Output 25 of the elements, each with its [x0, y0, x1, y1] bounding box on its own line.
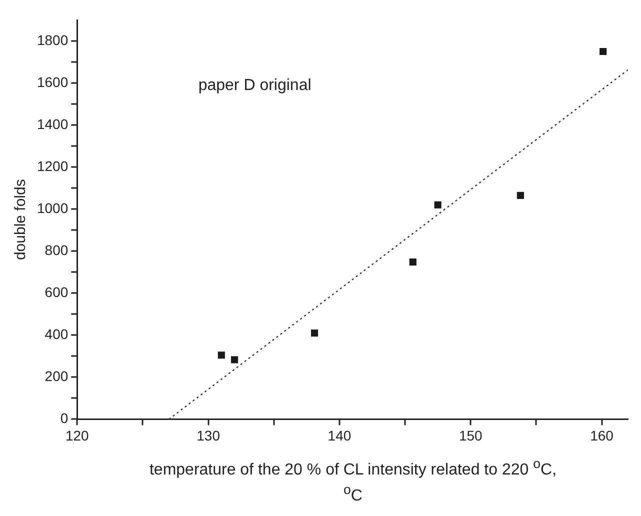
y-tick-label: 1800 [36, 32, 68, 48]
y-tick-label: 1400 [36, 116, 68, 132]
y-tick-label: 1000 [36, 200, 68, 216]
text: temperature of the 20 % of CL intensity related to 220 $^{o}$C, $^{o}$C [149, 456, 557, 505]
x-tick-label: 160 [590, 427, 614, 444]
y-tick-label: 1600 [36, 74, 68, 90]
point [311, 330, 318, 337]
point [434, 201, 442, 208]
point [230, 356, 238, 364]
point [409, 258, 416, 266]
y-tick-label: 600 [44, 284, 68, 300]
y-tick-label: 800 [44, 242, 68, 258]
y-tick-label: 400 [44, 326, 68, 342]
y-axis-title: double folds [12, 179, 30, 260]
point [516, 192, 524, 199]
point [600, 48, 607, 56]
x-tick-label: 150 [458, 427, 483, 444]
y-tick-label: 0 [60, 410, 68, 426]
x-tick-label: 120 [65, 427, 90, 444]
x-tick-label: 140 [328, 427, 352, 444]
point [218, 352, 225, 359]
x-tick-label: 130 [196, 427, 220, 444]
annotation: paper D original [198, 77, 312, 94]
y-tick-label: 200 [44, 368, 68, 384]
y-tick-label: 1200 [36, 158, 68, 174]
